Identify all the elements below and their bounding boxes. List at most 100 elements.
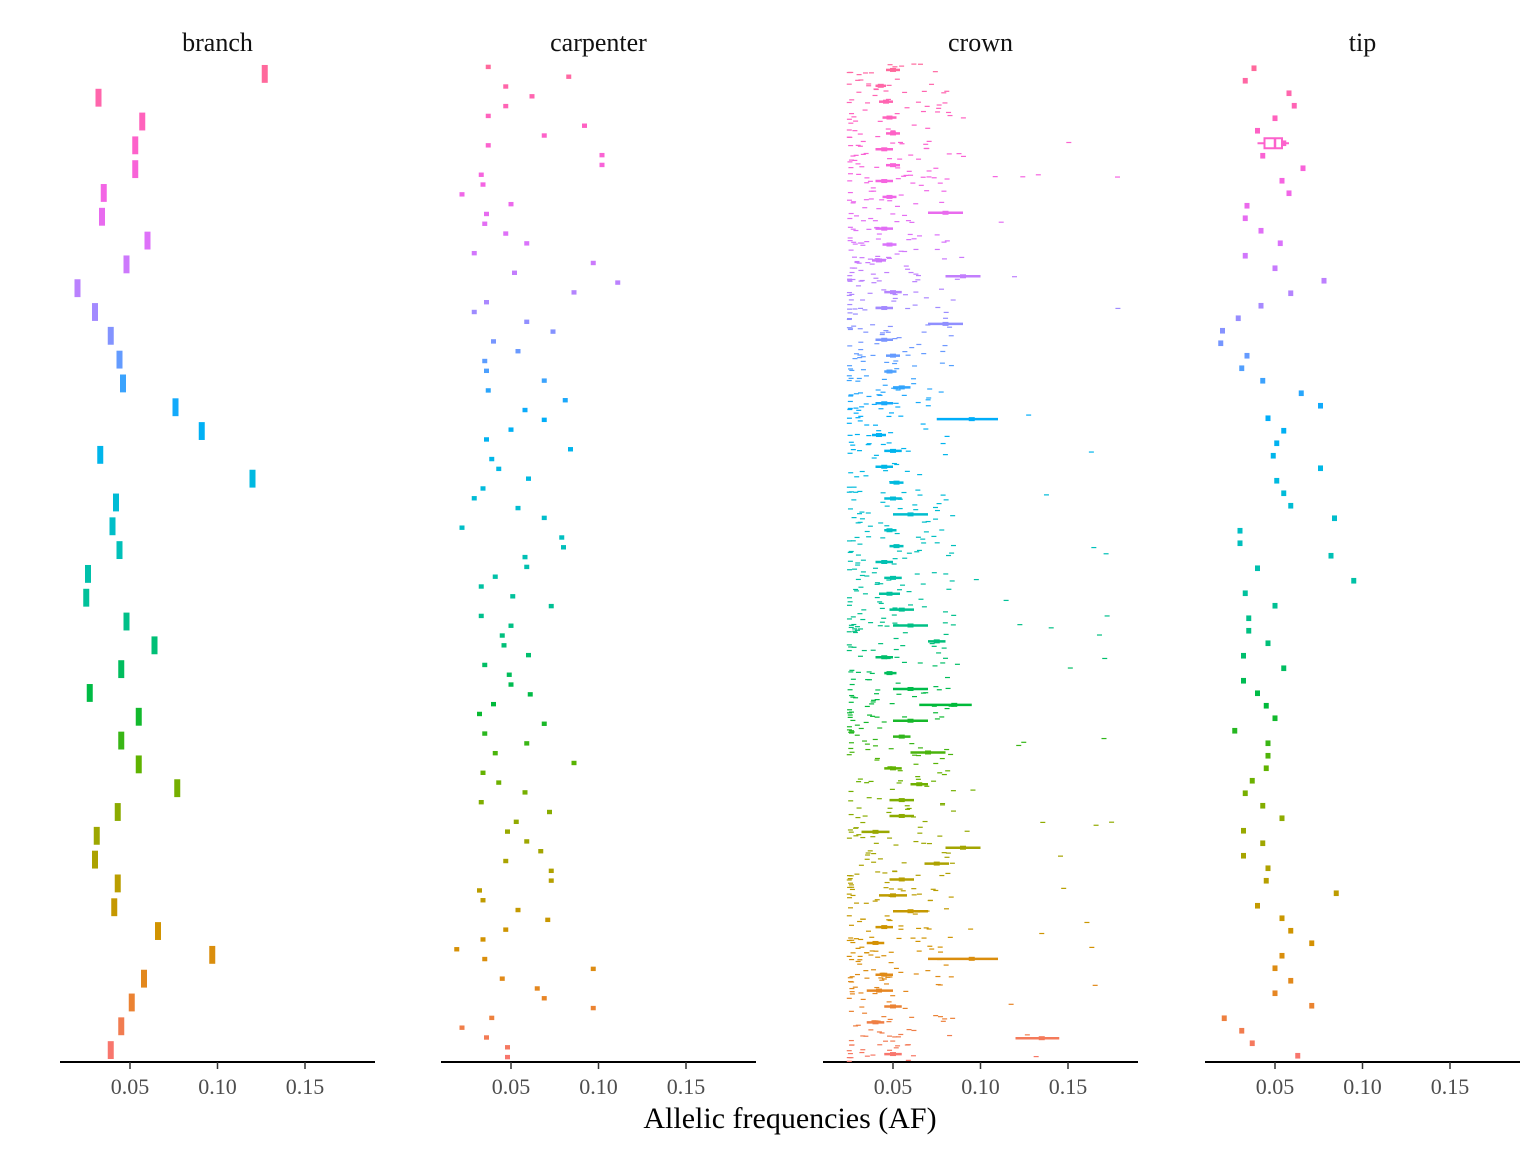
median-mark [1241, 852, 1246, 859]
median-mark [508, 201, 514, 207]
outlier-point [851, 517, 857, 519]
median-mark [501, 643, 507, 648]
outlier-point [883, 330, 889, 332]
outlier-point [900, 645, 906, 647]
outlier-point [848, 800, 854, 802]
outlier-point [943, 657, 949, 659]
median-mark [527, 692, 533, 697]
outlier-point [901, 175, 907, 177]
outlier-point [847, 161, 853, 163]
outlier-point [932, 506, 938, 509]
median-mark [898, 798, 905, 803]
outlier-point [910, 1055, 916, 1057]
outlier-point [887, 1049, 893, 1051]
outlier-point [906, 1028, 912, 1031]
outlier-point [887, 919, 893, 922]
x-tick-label: 0.10 [961, 1074, 1000, 1099]
outlier-point [849, 267, 855, 269]
outlier-point [913, 203, 919, 205]
outlier-point [847, 136, 853, 138]
outlier-point [948, 335, 954, 337]
outlier-point [864, 177, 870, 179]
outlier-point [888, 432, 894, 434]
median-mark [92, 303, 98, 321]
outlier-point [947, 936, 953, 938]
outlier-point [866, 797, 872, 799]
median-mark [508, 682, 514, 687]
median-mark [85, 564, 91, 583]
median-mark [876, 433, 882, 438]
outlier-point [877, 727, 883, 729]
outlier-point [863, 331, 869, 333]
outlier-point [873, 842, 879, 844]
outlier-point [871, 457, 877, 459]
outlier-point [876, 208, 882, 210]
outlier-point [914, 573, 920, 575]
outlier-point [846, 1057, 852, 1059]
outlier-point [926, 842, 932, 845]
outlier-point [886, 442, 892, 444]
outlier-point [866, 443, 872, 445]
outlier-point [875, 689, 881, 691]
outlier-point [854, 476, 860, 478]
outlier-point [862, 72, 868, 74]
outlier-point [892, 362, 898, 365]
outlier-point [892, 293, 898, 296]
outlier-point [857, 354, 863, 356]
outlier-point [850, 952, 856, 954]
outlier-point [858, 392, 864, 394]
outlier-point [905, 1059, 911, 1061]
median-mark [114, 803, 121, 821]
outlier-point [924, 105, 930, 107]
outlier-point [923, 531, 929, 533]
median-mark [484, 211, 489, 217]
x-tick-label: 0.15 [1431, 1074, 1470, 1099]
median-mark [480, 486, 486, 491]
outlier-point [870, 1054, 876, 1056]
outlier-point [863, 199, 869, 201]
panel-title: carpenter [550, 28, 647, 57]
outlier-point [870, 187, 876, 189]
outlier-point [852, 313, 858, 315]
outlier-point [863, 970, 869, 972]
median-mark [508, 623, 514, 628]
median-mark [141, 969, 147, 988]
outlier-point [1048, 627, 1054, 629]
outlier-point [862, 109, 868, 111]
outlier-point [855, 1024, 861, 1026]
outlier-point [866, 83, 872, 85]
outlier-point [926, 170, 932, 172]
median-mark [907, 909, 914, 914]
median-mark [907, 718, 914, 723]
outlier-point [851, 623, 857, 626]
outlier-point [913, 291, 919, 293]
outlier-point [908, 604, 914, 606]
outlier-point [1088, 451, 1094, 453]
outlier-point [869, 263, 875, 265]
outlier-point [881, 617, 887, 619]
outlier-point [909, 346, 915, 349]
outlier-point [875, 306, 881, 308]
median-mark [505, 1054, 510, 1060]
median-mark [1279, 177, 1285, 184]
outlier-point [1008, 1003, 1014, 1005]
median-mark [968, 417, 975, 422]
outlier-point [909, 1016, 915, 1018]
outlier-point [850, 894, 856, 897]
outlier-point [846, 318, 852, 321]
outlier-point [892, 622, 898, 624]
outlier-point [944, 435, 950, 438]
median-mark [1265, 415, 1271, 422]
outlier-point [881, 378, 887, 381]
median-mark [1333, 890, 1339, 897]
outlier-point [866, 536, 872, 538]
outlier-point [850, 228, 856, 230]
outlier-point [887, 325, 893, 328]
outlier-point [1115, 176, 1121, 178]
median-mark [1277, 240, 1283, 247]
outlier-point [855, 79, 861, 81]
outlier-point [854, 629, 860, 631]
outlier-point [864, 705, 870, 708]
outlier-point [849, 271, 855, 274]
outlier-point [950, 790, 956, 792]
